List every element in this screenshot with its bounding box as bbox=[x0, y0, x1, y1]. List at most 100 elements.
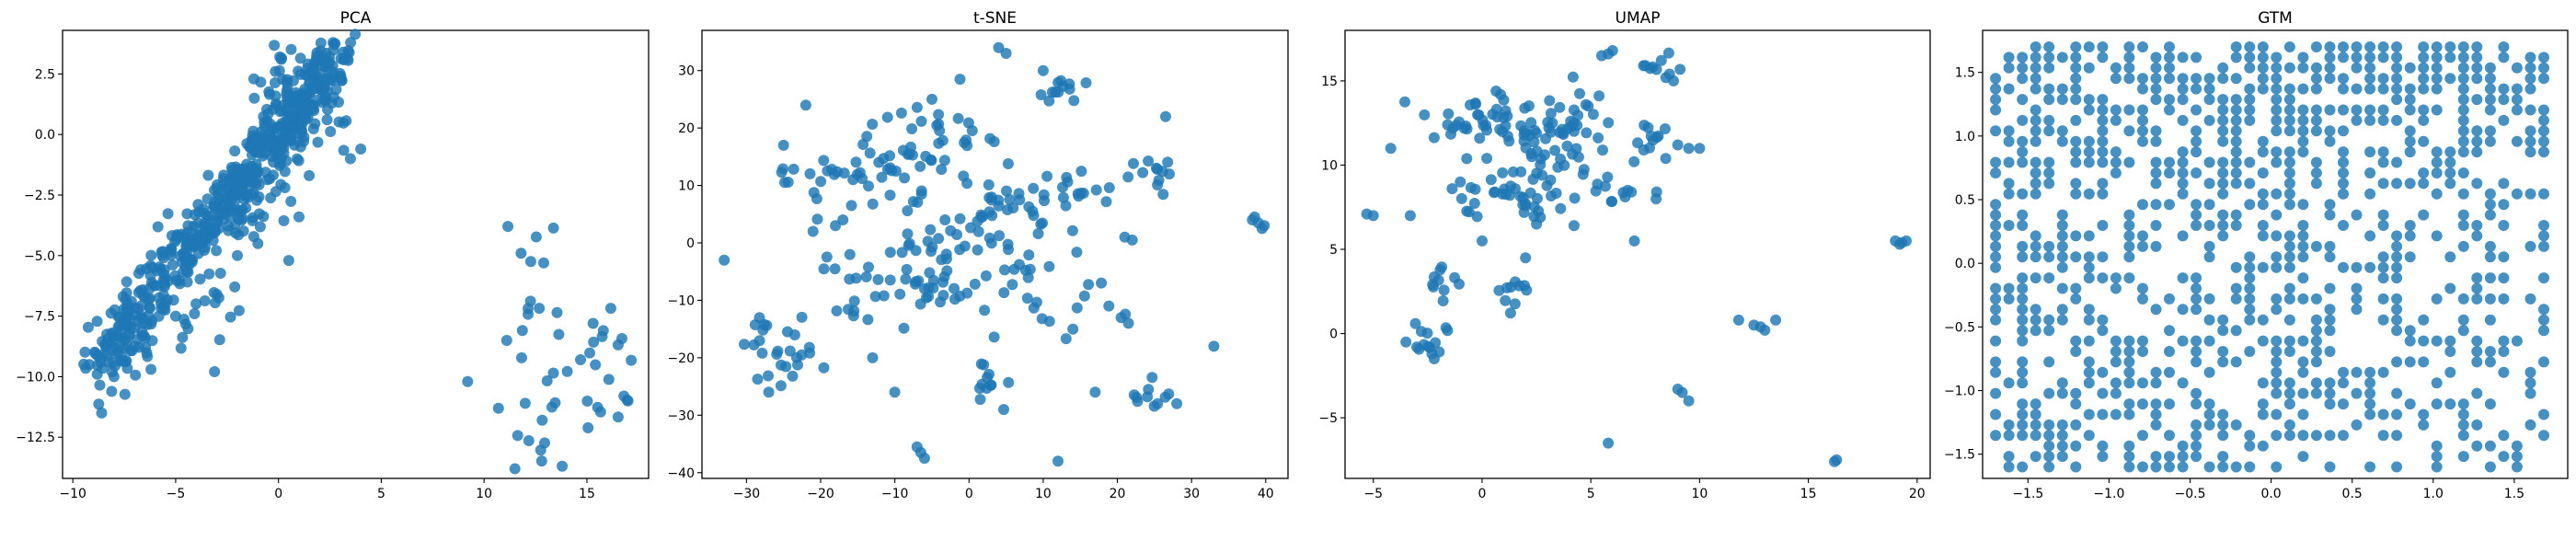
data-point-gtm bbox=[2191, 146, 2202, 158]
data-point-gtm bbox=[2377, 156, 2389, 168]
data-point-gtm bbox=[2431, 461, 2443, 473]
data-point-tsne bbox=[1090, 184, 1102, 196]
data-point-umap bbox=[1536, 169, 1548, 181]
data-point-gtm bbox=[2137, 41, 2148, 52]
data-point-gtm bbox=[2043, 178, 2055, 190]
data-point-gtm bbox=[2324, 240, 2336, 252]
data-point-gtm bbox=[2203, 366, 2215, 378]
data-point-gtm bbox=[2391, 52, 2403, 63]
x-tick-label: −10 bbox=[881, 487, 909, 501]
data-point-gtm bbox=[2003, 293, 2015, 305]
data-point-gtm bbox=[2123, 440, 2135, 452]
data-point-tsne bbox=[807, 225, 819, 237]
data-point-tsne bbox=[1152, 179, 1164, 190]
data-point-gtm bbox=[2177, 146, 2189, 158]
data-point-tsne bbox=[1247, 214, 1259, 225]
data-point-umap bbox=[1638, 144, 1650, 155]
data-point-gtm bbox=[2471, 335, 2483, 347]
data-point-gtm bbox=[2191, 282, 2202, 294]
data-point-pca bbox=[181, 208, 193, 220]
data-point-gtm bbox=[2030, 41, 2041, 52]
data-point-pca bbox=[293, 211, 305, 223]
data-point-gtm bbox=[2338, 188, 2349, 200]
data-point-pca bbox=[194, 273, 206, 285]
data-point-pca bbox=[321, 75, 333, 86]
data-point-gtm bbox=[2257, 62, 2269, 74]
data-point-pca bbox=[121, 355, 132, 367]
data-point-umap bbox=[1491, 111, 1503, 123]
data-point-tsne bbox=[1028, 182, 1040, 194]
data-point-umap bbox=[1694, 143, 1706, 155]
data-point-gtm bbox=[2431, 167, 2443, 178]
data-point-umap bbox=[1515, 166, 1527, 178]
x-tick-label: 10 bbox=[476, 487, 492, 501]
data-point-umap bbox=[1528, 201, 1540, 213]
data-point-pca bbox=[536, 414, 548, 426]
data-point-pca bbox=[248, 92, 260, 104]
data-point-gtm bbox=[1990, 304, 2002, 316]
data-point-gtm bbox=[2017, 94, 2029, 106]
data-point-tsne bbox=[828, 168, 840, 180]
data-point-tsne bbox=[815, 176, 827, 188]
data-point-umap bbox=[1471, 211, 1483, 223]
data-point-tsne bbox=[1022, 271, 1034, 283]
data-point-gtm bbox=[2070, 73, 2082, 85]
data-point-umap bbox=[1518, 125, 1530, 137]
data-point-gtm bbox=[2191, 135, 2202, 147]
data-point-gtm bbox=[2444, 73, 2456, 85]
data-point-tsne bbox=[844, 273, 856, 285]
data-point-pca bbox=[273, 64, 285, 76]
data-point-tsne bbox=[831, 305, 843, 316]
data-point-gtm bbox=[2524, 73, 2536, 85]
data-point-tsne bbox=[857, 139, 869, 150]
data-point-gtm bbox=[2364, 398, 2376, 410]
data-point-gtm bbox=[2070, 293, 2082, 305]
data-point-gtm bbox=[2017, 73, 2029, 85]
data-point-tsne bbox=[938, 270, 950, 282]
data-point-gtm bbox=[2257, 73, 2269, 85]
data-point-gtm bbox=[2217, 188, 2229, 200]
data-point-gtm bbox=[2070, 251, 2082, 263]
data-point-gtm bbox=[1990, 94, 2002, 106]
data-point-tsne bbox=[777, 139, 789, 151]
data-point-gtm bbox=[2431, 104, 2443, 116]
data-point-gtm bbox=[1990, 167, 2002, 178]
data-point-gtm bbox=[2271, 104, 2283, 116]
y-tick-label: 1.5 bbox=[1955, 66, 1975, 81]
data-point-gtm bbox=[2404, 146, 2416, 158]
panel-tsne: t-SNE −30 −20 −10 0 10 20 30 40 −40 −30 −20 −10 0 10 2… bbox=[667, 9, 1289, 501]
axes-frame-tsne bbox=[701, 29, 1289, 479]
data-point-pca bbox=[243, 182, 255, 193]
data-point-pca bbox=[142, 318, 154, 330]
data-point-gtm bbox=[2177, 304, 2189, 316]
data-point-pca bbox=[462, 375, 474, 387]
data-point-gtm bbox=[2498, 366, 2510, 378]
data-point-gtm bbox=[2404, 356, 2416, 368]
data-point-gtm bbox=[2538, 314, 2549, 326]
data-point-gtm bbox=[2003, 52, 2015, 63]
data-point-gtm bbox=[2471, 419, 2483, 431]
data-point-gtm bbox=[2164, 461, 2175, 473]
data-point-pca bbox=[179, 247, 191, 259]
title-umap: UMAP bbox=[1616, 9, 1661, 28]
data-point-gtm bbox=[2351, 261, 2363, 273]
data-point-tsne bbox=[1137, 167, 1149, 178]
data-point-gtm bbox=[2524, 135, 2536, 147]
data-point-gtm bbox=[2418, 83, 2430, 95]
data-point-tsne bbox=[1132, 396, 1144, 408]
data-point-gtm bbox=[2271, 346, 2283, 357]
data-point-gtm bbox=[2297, 104, 2309, 116]
data-point-gtm bbox=[2217, 114, 2229, 126]
data-point-gtm bbox=[2324, 461, 2336, 473]
data-point-gtm bbox=[2030, 83, 2041, 95]
data-point-pca bbox=[304, 169, 316, 181]
data-point-gtm bbox=[2217, 62, 2229, 74]
data-point-gtm bbox=[2418, 335, 2430, 347]
data-point-gtm bbox=[2324, 282, 2336, 294]
data-point-gtm bbox=[2364, 461, 2376, 473]
data-point-umap bbox=[1531, 218, 1543, 230]
data-point-pca bbox=[535, 455, 547, 467]
data-point-gtm bbox=[2297, 52, 2309, 63]
data-point-gtm bbox=[2377, 366, 2389, 378]
data-point-gtm bbox=[2203, 73, 2215, 85]
